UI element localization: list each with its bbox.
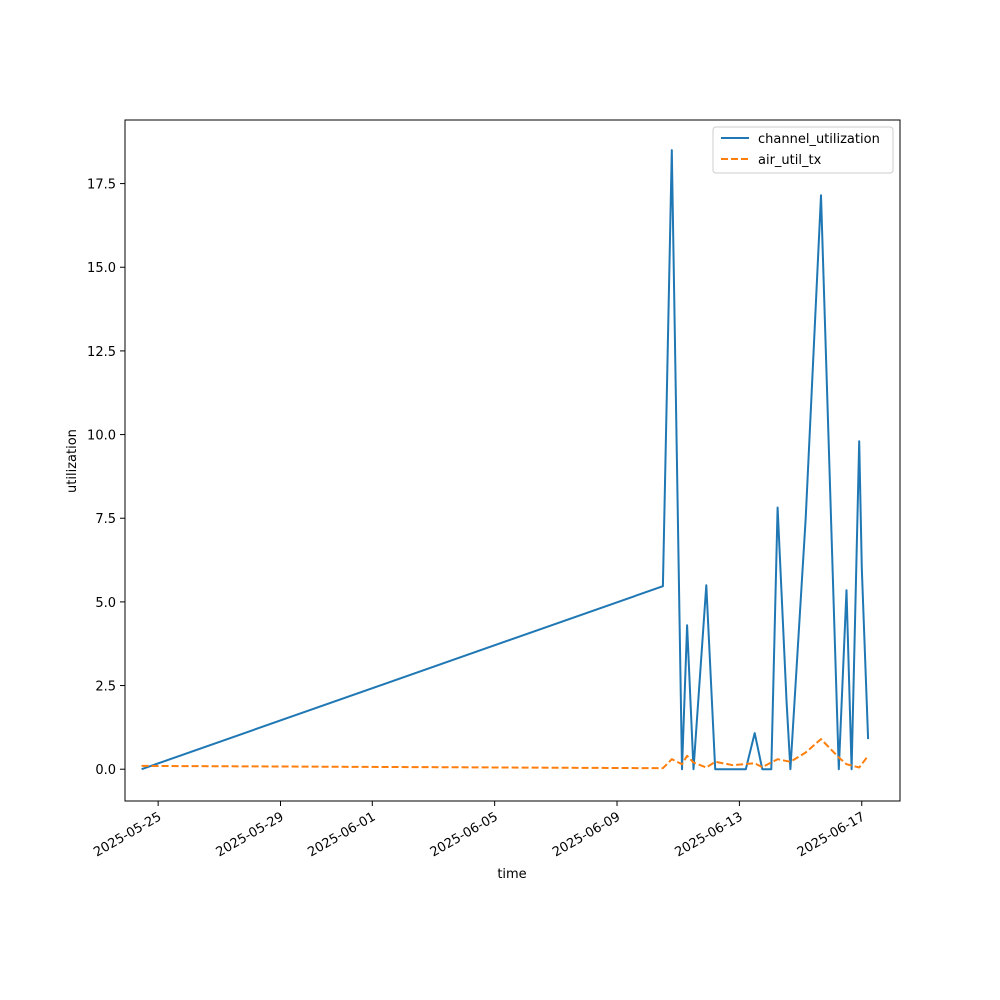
x-axis-label: time bbox=[497, 867, 526, 882]
y-tick-label: 0.0 bbox=[95, 763, 116, 778]
y-axis: 0.0 2.5 5.0 7.5 10.0 12.5 15.0 17.5 bbox=[87, 178, 125, 778]
series-line-channel-utilization bbox=[141, 149, 870, 771]
legend-label-air-util-tx: air_util_tx bbox=[758, 153, 822, 168]
y-tick-label: 10.0 bbox=[87, 429, 116, 444]
plot-frame bbox=[124, 119, 901, 802]
plot-area bbox=[125, 120, 900, 801]
y-tick-label: 5.0 bbox=[95, 596, 116, 611]
legend-label-channel-utilization: channel_utilization bbox=[758, 132, 880, 147]
y-tick-label: 15.0 bbox=[87, 261, 116, 276]
y-tick-label: 17.5 bbox=[87, 178, 116, 193]
legend: channel_utilization air_util_tx bbox=[712, 126, 894, 174]
y-tick-label: 2.5 bbox=[95, 680, 116, 695]
y-tick-label: 12.5 bbox=[87, 345, 116, 360]
y-tick-label: 7.5 bbox=[95, 512, 116, 527]
legend-box bbox=[712, 126, 894, 174]
series-layer bbox=[141, 149, 870, 771]
y-axis-label: utilization bbox=[65, 429, 80, 493]
series-line-air-util-tx bbox=[141, 738, 869, 770]
